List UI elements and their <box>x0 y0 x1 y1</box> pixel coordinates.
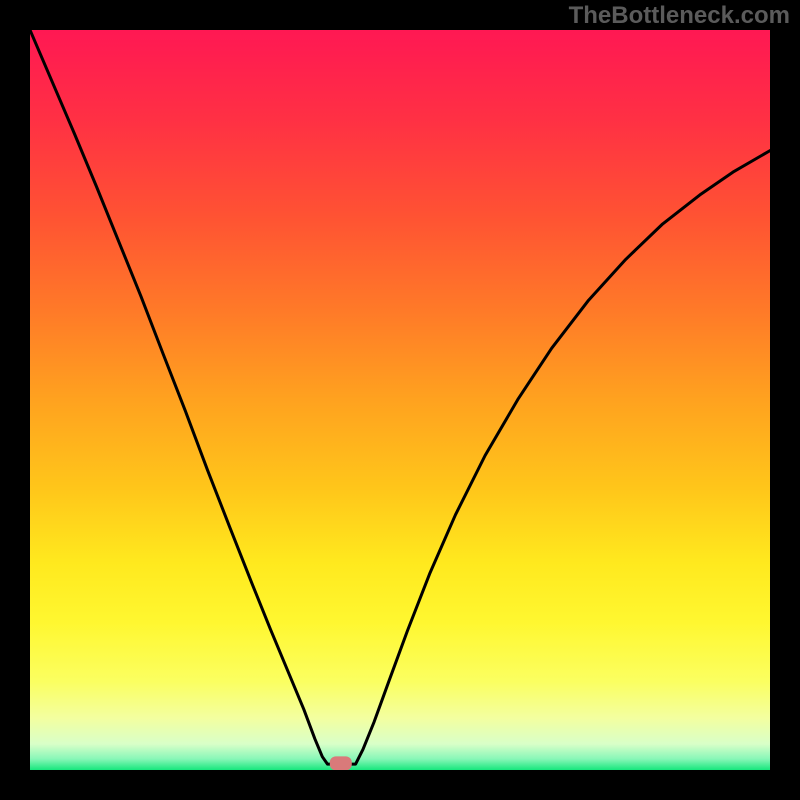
gradient-plot-area <box>30 30 770 770</box>
bottleneck-curve <box>30 30 770 764</box>
outer-frame: TheBottleneck.com <box>0 0 800 800</box>
curve-overlay <box>30 30 770 770</box>
attribution-text: TheBottleneck.com <box>569 2 790 30</box>
optimal-marker <box>330 756 352 770</box>
